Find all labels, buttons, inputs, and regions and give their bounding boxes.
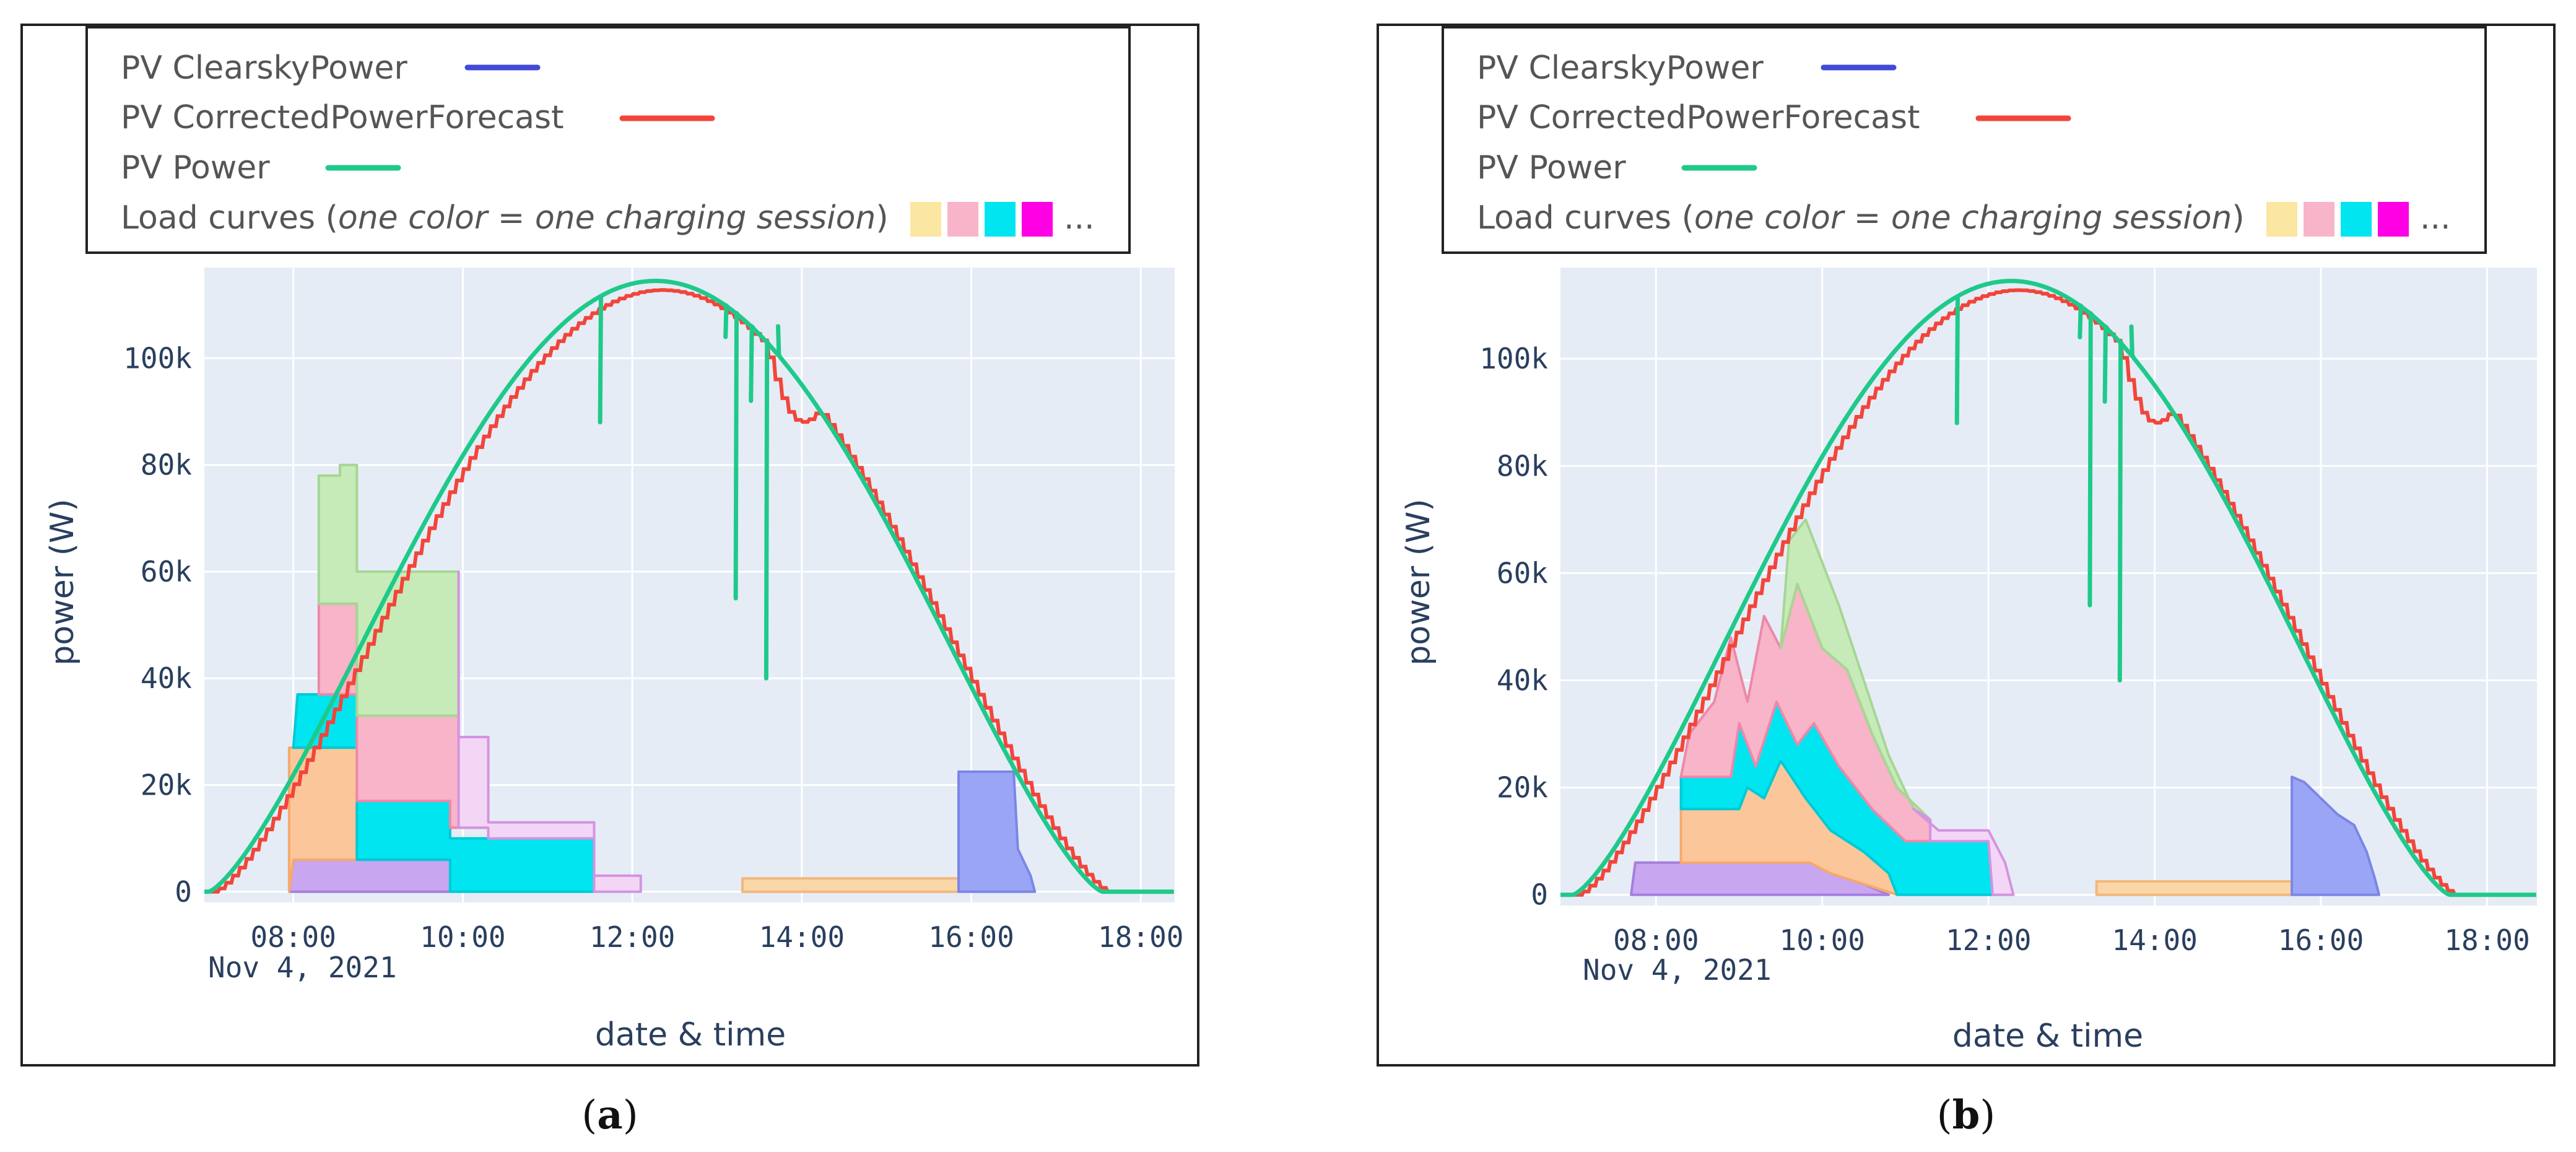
legend-swatch-pink-a [947,202,978,237]
legend-label-forecast-a: PV CorrectedPowerForecast [121,99,564,136]
load-area-b-7 [2291,775,2380,896]
x-tick-label-a-4: 16:00 [928,920,1014,954]
plot-area-b: 0 20k 40k 60k 80k 100k 08:00 10:00 12:00 14:00 16… [1479,268,2537,957]
y-ticks-b: 0 20k 40k 60k 80k 100k [1479,342,1548,912]
legend-load-prefix-b: Load curves ( [1477,199,1694,237]
y-tick-label-b-3: 60k [1497,556,1548,590]
panel-b: 0 20k 40k 60k 80k 100k 08:00 10:00 12:00 14:00 16… [1377,24,2556,1067]
plot-area-a: 0 20k 40k 60k 80k 100k 08:00 10:00 12:00 14:00 16… [123,268,1183,954]
legend-swatch-magenta-a [1022,202,1053,237]
y-tick-label-b-1: 20k [1497,771,1548,805]
legend-swatch-magenta-b [2378,202,2409,237]
legend-swatch-cyan-a [985,202,1016,237]
line-forecast-b [1560,288,2536,897]
y-tick-label-b-2: 40k [1497,663,1548,697]
panel-a: 0 20k 40k 60k 80k 100k 08:00 10:00 12:00 14:00 16… [20,24,1199,1067]
x-axis-title-a: date & time [595,1016,786,1054]
load-area-a-0 [287,858,451,893]
load-area-b-5 [1912,808,2015,896]
legend-swatch-yellow-a [910,202,941,237]
load-area-a-6 [457,570,642,893]
y-tick-label-a-3: 60k [141,555,192,588]
x-ticks-a: 08:00 10:00 12:00 14:00 16:00 18:00 [250,920,1183,954]
caption-b-open: ( [1937,1093,1952,1138]
caption-b-letter: b [1952,1092,1980,1138]
caption-a-open: ( [581,1093,597,1138]
y-tick-label-a-1: 20k [141,769,192,802]
y-tick-label-b-0: 0 [1531,878,1548,912]
y-tick-label-b-4: 80k [1497,449,1548,482]
x-tick-label-a-0: 08:00 [250,920,336,954]
line-forecast-a [204,288,1174,894]
x-tick-label-b-2: 12:00 [1946,923,2031,957]
load-curves-b [1630,518,2380,896]
y-tick-label-a-4: 80k [141,448,192,482]
x-tick-label-a-1: 10:00 [420,920,505,954]
legend-label-load-b: Load curves (one color = one charging se… [1477,199,2245,237]
load-area-b-6 [2095,880,2294,896]
y-tick-label-a-5: 100k [123,341,192,375]
legend-swatch-cyan-b [2341,202,2372,237]
load-area-a-2 [292,693,359,749]
x-date-label-b: Nov 4, 2021 [1583,953,1772,987]
caption-a: (a) [581,1092,638,1138]
pv-lines-a [204,279,1175,894]
legend-ellipsis-b: ... [2420,199,2451,237]
legend-label-power-a: PV Power [121,149,270,186]
legend-load-suffix-a: ) [876,199,888,237]
legend-swatch-yellow-b [2266,202,2297,237]
y-tick-label-a-0: 0 [175,875,192,909]
y-axis-title-b: power (W) [1400,499,1437,665]
y-tick-label-b-5: 100k [1479,342,1548,375]
caption-a-letter: a [597,1092,622,1138]
line-pv-power-b [1560,279,2537,897]
x-tick-label-b-0: 08:00 [1613,923,1699,957]
load-curves-a [287,463,1037,893]
y-ticks-a: 0 20k 40k 60k 80k 100k [123,341,192,908]
load-area-a-8 [957,770,1037,893]
x-tick-label-b-4: 16:00 [2278,923,2364,957]
legend-a: PV ClearskyPower PV CorrectedPowerForeca… [85,26,1131,254]
legend-ellipsis-a: ... [1064,199,1095,237]
legend-label-clearsky-a: PV ClearskyPower [121,50,407,87]
caption-b-close: ) [1980,1093,1995,1138]
line-pv-power-a [204,279,1175,894]
x-ticks-b: 08:00 10:00 12:00 14:00 16:00 18:00 [1613,923,2530,957]
legend-load-prefix-a: Load curves ( [121,199,338,237]
x-tick-label-b-1: 10:00 [1780,923,1865,957]
legend-b: PV ClearskyPower PV CorrectedPowerForeca… [1442,26,2487,254]
legend-load-italic-b: one color = one charging session [1694,199,2232,237]
x-axis-title-b: date & time [1952,1018,2143,1055]
x-tick-label-a-3: 14:00 [759,920,845,954]
x-tick-label-a-2: 12:00 [590,920,675,954]
caption-b: (b) [1937,1092,1996,1138]
legend-swatch-pink-b [2304,202,2334,237]
legend-label-load-a: Load curves (one color = one charging se… [121,199,889,237]
legend-label-forecast-b: PV CorrectedPowerForecast [1477,99,1920,136]
x-date-label-a: Nov 4, 2021 [208,951,397,984]
load-area-a-7 [741,877,960,893]
pv-lines-b [1560,279,2537,897]
caption-a-close: ) [623,1093,638,1138]
legend-load-italic-a: one color = one charging session [338,199,876,237]
legend-load-suffix-b: ) [2232,199,2244,237]
y-axis-title-a: power (W) [44,499,81,665]
x-tick-label-b-3: 14:00 [2112,923,2197,957]
x-tick-label-a-5: 18:00 [1098,920,1183,954]
x-tick-label-b-5: 18:00 [2444,923,2530,957]
y-tick-label-a-2: 40k [141,661,192,695]
legend-label-power-b: PV Power [1477,149,1626,186]
legend-label-clearsky-b: PV ClearskyPower [1477,50,1764,87]
